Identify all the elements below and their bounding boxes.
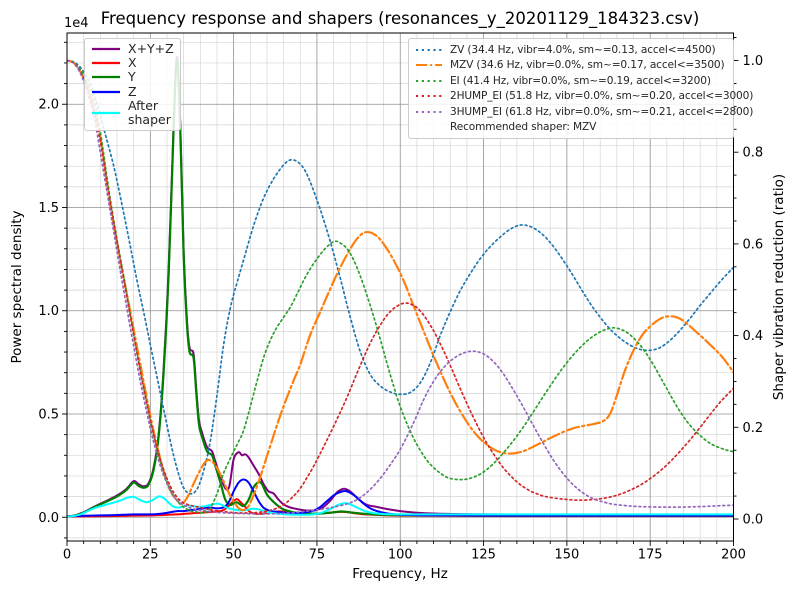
x-tick-label: 150 <box>554 548 579 563</box>
series-psd_y-curve <box>67 57 734 518</box>
x-tick-label: 50 <box>225 548 242 563</box>
y-axis-left-label: Power spectral density <box>9 210 25 364</box>
legend-swatch-line <box>92 76 120 79</box>
y-left-tick-label: 0.5 <box>38 408 59 423</box>
x-tick-label: 75 <box>309 548 326 563</box>
y-left-tick-label: 2.0 <box>38 98 59 113</box>
y-right-tick-label: 0.6 <box>743 237 764 252</box>
legend-swatch-line <box>92 111 120 115</box>
legend-swatch-line <box>416 110 442 113</box>
legend-item: Y <box>90 70 175 84</box>
series-psd_z-curve <box>67 478 734 518</box>
chart-title: Frequency response and shapers (resonanc… <box>100 9 700 28</box>
legend-item-label: 3HUMP_EI (61.8 Hz, vibr=0.0%, sm~=0.21, … <box>450 105 754 118</box>
legend-note-label: Recommended shaper: MZV <box>450 121 597 134</box>
legend-swatch-line <box>416 48 442 51</box>
legend-item: Z <box>90 83 175 99</box>
x-axis-label: Frequency, Hz <box>352 566 448 582</box>
y-axis-right-label: Shaper vibration reduction (ratio) <box>771 173 787 401</box>
legend-item-label: 2HUMP_EI (51.8 Hz, vibr=0.0%, sm~=0.20, … <box>450 90 754 103</box>
legend-item-label: X+Y+Z <box>128 41 174 56</box>
series-zv-curve <box>67 59 734 495</box>
legend-note: Recommended shaper: MZV <box>414 120 728 136</box>
series-hump2_ei-curve <box>67 59 734 514</box>
legend-item: 3HUMP_EI (61.8 Hz, vibr=0.0%, sm~=0.21, … <box>414 104 753 120</box>
series-psd_after_shaper-curve <box>67 495 734 518</box>
legend-swatch-line <box>416 64 442 67</box>
legend-item-label: After shaper <box>128 97 171 127</box>
x-tick-label: 125 <box>471 548 496 563</box>
legend-item: EI (41.4 Hz, vibr=0.0%, sm~=0.19, accel<… <box>414 73 728 89</box>
y-left-tick-label: 0.0 <box>38 511 59 526</box>
legend-swatch-line <box>416 79 442 82</box>
legend-item-label: X <box>128 55 137 71</box>
legend-item: 2HUMP_EI (51.8 Hz, vibr=0.0%, sm~=0.20, … <box>414 89 753 105</box>
y-right-tick-label: 0.2 <box>743 421 764 436</box>
legend-item-label: Y <box>128 69 136 85</box>
x-tick-label: 0 <box>63 548 71 563</box>
y-right-tick-label: 0.8 <box>743 146 764 161</box>
legend-shapers: ZV (34.4 Hz, vibr=4.0%, sm~=0.13, accel<… <box>408 38 753 139</box>
legend-item: X+Y+Z <box>90 41 175 56</box>
legend-item-label: ZV (34.4 Hz, vibr=4.0%, sm~=0.13, accel<… <box>450 43 716 56</box>
legend-swatch-line <box>92 62 120 65</box>
legend-item: X <box>90 55 175 71</box>
legend-swatch-line <box>92 90 120 93</box>
legend-item-label: Z <box>128 83 137 99</box>
y-right-tick-label: 1.0 <box>743 54 764 69</box>
y-right-tick-label: 0.0 <box>743 512 764 527</box>
x-tick-label: 200 <box>721 548 746 563</box>
x-tick-label: 175 <box>638 548 663 563</box>
series-group <box>67 55 734 518</box>
legend-swatch-line <box>92 47 120 51</box>
legend-item: MZV (34.6 Hz, vibr=0.0%, sm~=0.17, accel… <box>414 58 728 74</box>
x-tick-label: 25 <box>142 548 159 563</box>
y-left-tick-label: 1.0 <box>38 304 59 319</box>
tick-labels: 0 25 50 75 100 125 150 175 200 0.0 0.5 1.0 1.5 2.0 0.0… <box>38 54 763 562</box>
legend-item: After shaper <box>90 97 175 127</box>
legend-item-label: MZV (34.6 Hz, vibr=0.0%, sm~=0.17, accel… <box>450 59 725 72</box>
legend-item: ZV (34.4 Hz, vibr=4.0%, sm~=0.13, accel<… <box>414 42 728 58</box>
y-right-tick-label: 0.4 <box>743 329 764 344</box>
series-hump3_ei-curve <box>67 59 734 515</box>
ticks <box>62 37 739 546</box>
y-axis-offset-label: 1e4 <box>64 16 89 31</box>
legend-psd: X+Y+Z X Y Z After shaper <box>84 38 181 132</box>
x-tick-label: 100 <box>388 548 413 563</box>
y-left-tick-label: 1.5 <box>38 201 59 216</box>
legend-swatch-line <box>416 95 442 98</box>
legend-item-label: EI (41.4 Hz, vibr=0.0%, sm~=0.19, accel<… <box>450 74 711 87</box>
